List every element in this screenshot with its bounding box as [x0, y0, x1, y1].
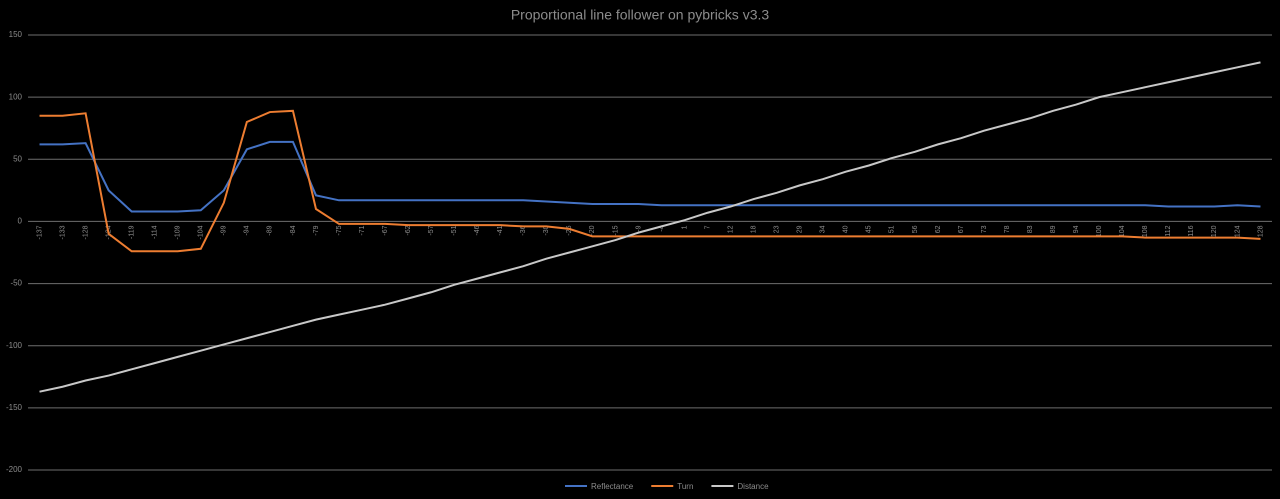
x-tick-label: -89	[267, 225, 274, 235]
x-tick-label: -67	[382, 225, 389, 235]
x-tick-label: -79	[313, 225, 320, 235]
y-tick-label: -100	[6, 341, 23, 350]
x-tick-label: -137	[36, 225, 43, 239]
y-tick-label: 50	[13, 154, 22, 163]
x-tick-label: 116	[1188, 225, 1195, 236]
series-line	[39, 140, 1261, 213]
legend-label: Reflectance	[591, 482, 634, 491]
x-tick-label: 108	[1142, 225, 1149, 237]
x-tick-label: 104	[1119, 225, 1126, 237]
x-tick-label: 67	[958, 225, 965, 233]
x-tick-label: -51	[451, 225, 458, 235]
x-tick-label: 23	[774, 225, 781, 233]
legend-label: Distance	[737, 482, 769, 491]
x-tick-label: -71	[359, 225, 366, 235]
y-tick-label: -200	[6, 465, 23, 474]
legend-label: Turn	[677, 482, 693, 491]
x-tick-label: -46	[474, 225, 481, 235]
y-tick-label: -50	[10, 279, 22, 288]
x-tick-label: -15	[612, 225, 619, 235]
x-tick-label: -25	[566, 225, 573, 235]
x-tick-label: -99	[221, 225, 228, 235]
x-tick-label: 34	[820, 225, 827, 233]
x-tick-label: 124	[1234, 225, 1241, 237]
series-line	[39, 109, 1261, 253]
x-tick-label: -114	[152, 225, 159, 239]
x-tick-label: 128	[1257, 225, 1264, 237]
x-tick-label: -119	[129, 225, 136, 239]
x-tick-label: -75	[336, 225, 343, 235]
x-tick-label: -133	[59, 225, 66, 239]
x-tick-label: 45	[866, 225, 873, 233]
x-tick-label: -109	[175, 225, 182, 239]
x-tick-label: -36	[520, 225, 527, 235]
x-tick-label: -41	[497, 225, 504, 235]
x-tick-label: 56	[912, 225, 919, 233]
x-tick-label: -30	[543, 225, 550, 235]
y-tick-label: 0	[18, 217, 23, 226]
x-tick-label: 73	[981, 225, 988, 233]
x-tick-label: -9	[635, 225, 642, 231]
x-tick-label: -4	[658, 225, 665, 231]
y-tick-label: -150	[6, 403, 23, 412]
x-tick-label: 83	[1027, 225, 1034, 233]
x-tick-label: 1	[681, 225, 688, 229]
x-tick-label: 18	[751, 225, 758, 233]
x-tick-label: 94	[1073, 225, 1080, 233]
x-tick-label: -128	[82, 225, 89, 239]
x-tick-label: 112	[1165, 225, 1172, 236]
x-tick-label: 29	[797, 225, 804, 233]
x-tick-label: 40	[843, 225, 850, 233]
series-line	[39, 61, 1261, 393]
x-tick-label: 100	[1096, 225, 1103, 237]
x-tick-label: -104	[198, 225, 205, 239]
x-tick-label: 62	[935, 225, 942, 233]
y-tick-label: 150	[9, 30, 23, 39]
y-tick-label: 100	[9, 92, 23, 101]
x-tick-label: 12	[727, 225, 734, 233]
x-tick-label: -62	[405, 225, 412, 235]
x-tick-label: 78	[1004, 225, 1011, 233]
x-tick-label: -57	[428, 225, 435, 235]
x-tick-label: -20	[589, 225, 596, 235]
chart-title: Proportional line follower on pybricks v…	[511, 7, 770, 23]
x-tick-label: 120	[1211, 225, 1218, 237]
x-tick-label: 89	[1050, 225, 1057, 233]
x-tick-label: -94	[244, 225, 251, 235]
x-tick-label: 7	[704, 225, 711, 229]
x-tick-label: 51	[889, 225, 896, 233]
x-tick-label: -84	[290, 225, 297, 235]
